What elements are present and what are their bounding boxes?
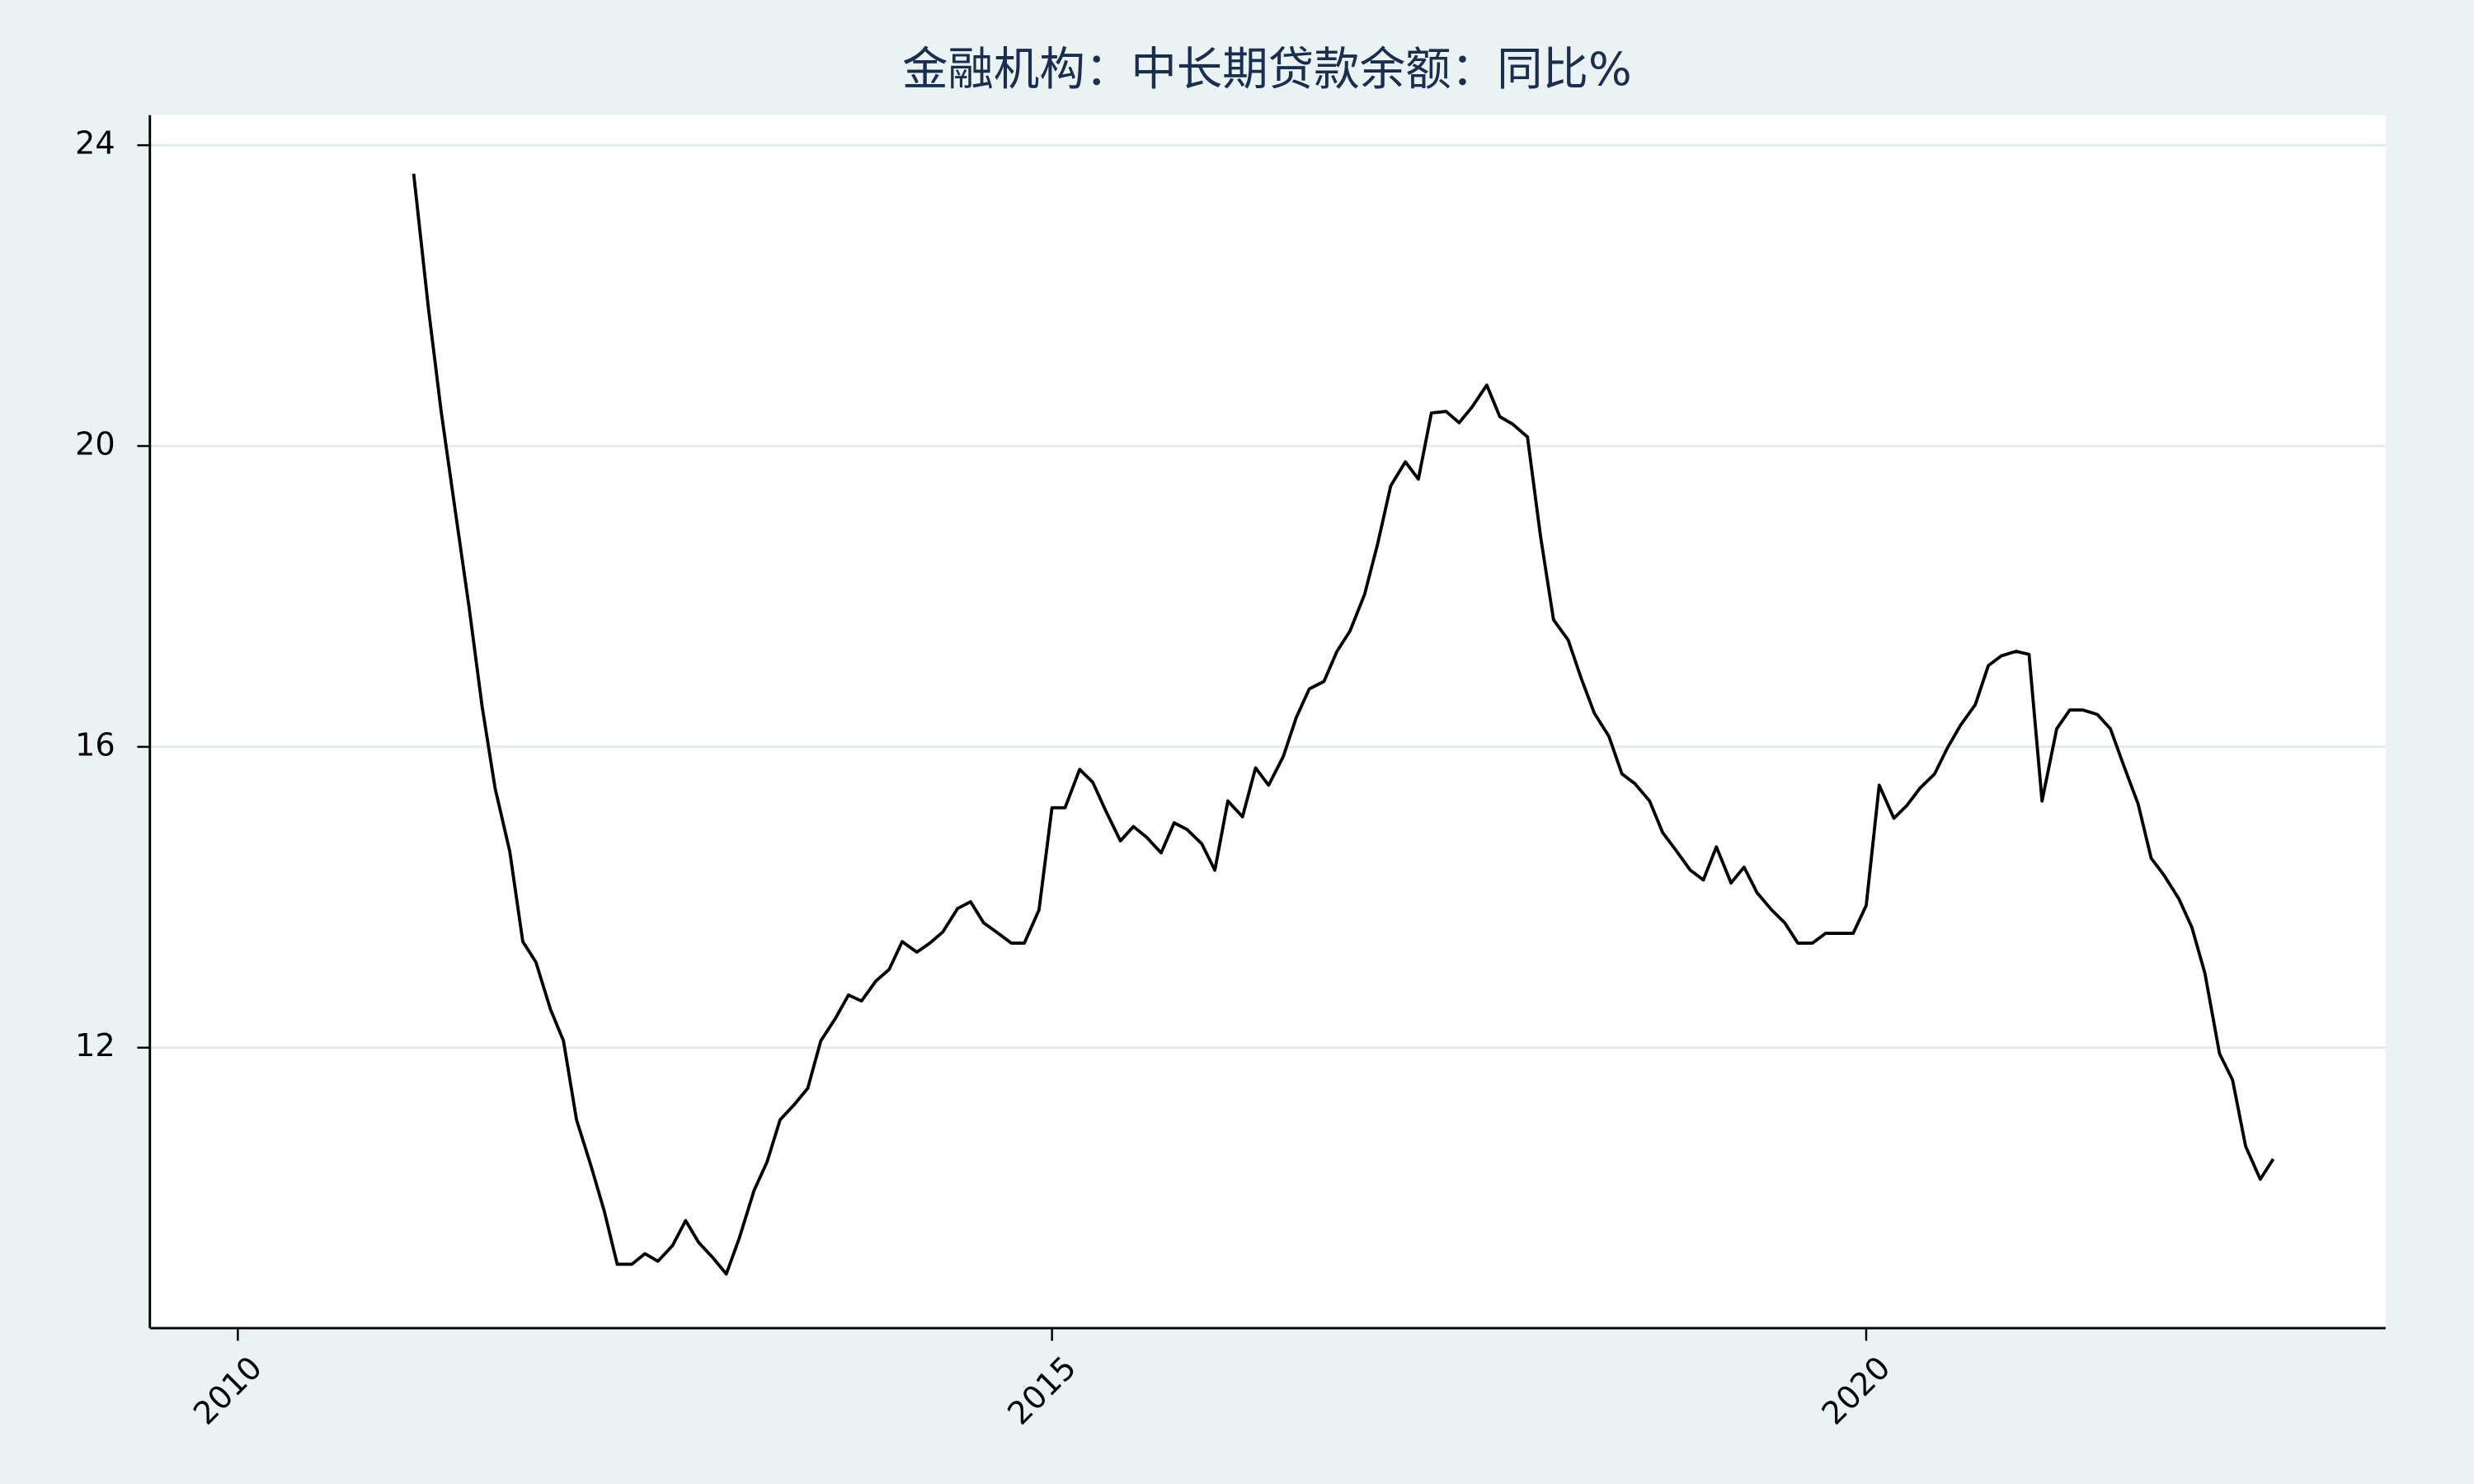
y-tick-label: 24 (75, 125, 115, 162)
plot-area (149, 115, 2386, 1328)
y-tick-label: 20 (75, 426, 115, 463)
y-tick-label: 16 (75, 726, 115, 763)
data-line (412, 173, 2275, 1276)
chart-title: 金融机构：中长期贷款余额：同比% (902, 44, 1632, 96)
y-tick-label: 12 (75, 1027, 115, 1064)
